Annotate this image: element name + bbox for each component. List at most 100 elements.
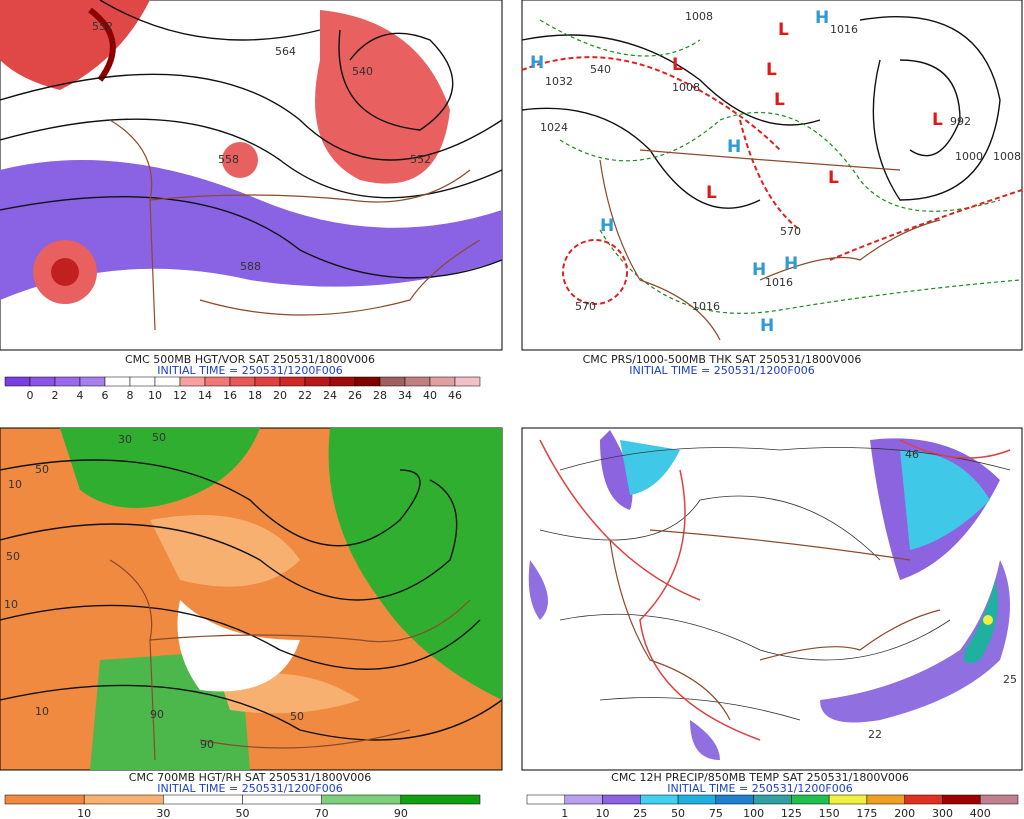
map-panel: 46 25 22 [521,427,1023,771]
map-caption: CMC 700MB HGT/RH SAT 250531/1800V006 [129,771,371,784]
colorbar-swatch [904,794,943,805]
colorbar-swatch [179,376,206,387]
vorticity-area [51,258,79,286]
colorbar-label: 20 [273,389,287,402]
colorbar-label: 12 [173,389,187,402]
colorbar-swatch [354,376,381,387]
colorbar-swatch [129,376,156,387]
high-label: H [815,8,829,28]
contour-label: 50 [290,710,304,723]
contour-label: 46 [905,448,919,461]
colorbar-swatch [866,794,905,805]
colorbar-label: 200 [894,807,915,819]
colorbar-label: 400 [970,807,991,819]
map-caption: CMC 500MB HGT/VOR SAT 250531/1800V006 [125,353,375,366]
humidity-area [60,428,502,700]
contour-label: 22 [868,728,882,741]
colorbar-label: 16 [223,389,237,402]
low-label: L [778,20,789,40]
map-caption: CMC PRS/1000-500MB THK SAT 250531/1800V0… [583,353,862,366]
colorbar-swatch [54,376,81,387]
colorbar-swatch [321,794,402,805]
thickness-contour [521,56,1023,261]
colorbar-swatch [404,376,431,387]
colorbar-label: 75 [709,807,723,819]
colorbar-label: 10 [77,807,91,819]
colorbar-label: 175 [856,807,877,819]
contour-label: 1024 [540,121,568,134]
contour-label: 1016 [830,23,858,36]
humidity-area [177,600,300,692]
colorbar-swatch [254,376,281,387]
high-label: H [784,254,798,274]
initial-time: INITIAL TIME = 250531/1200F006 [157,364,342,377]
coastline [609,529,941,721]
coastline [109,559,471,761]
contour-label: 10 [35,705,49,718]
colorbar-swatch [204,376,231,387]
colorbar-label: 24 [323,389,337,402]
colorbar-label: 30 [156,807,170,819]
low-label: L [828,168,839,188]
colorbar-swatch [429,376,456,387]
map-panel: 10 50 30 50 50 10 10 90 90 50 [0,427,503,771]
map-caption: CMC 12H PRECIP/850MB TEMP SAT 250531/180… [611,771,909,784]
colorbar-label: 150 [819,807,840,819]
contour-label: 570 [575,300,596,313]
colorbar-swatch [4,794,85,805]
initial-time: INITIAL TIME = 250531/1200F006 [629,364,814,377]
colorbar-label: 50 [671,807,685,819]
high-label: H [530,53,544,73]
high-label: H [752,260,766,280]
initial-time: INITIAL TIME = 250531/1200F006 [157,782,342,795]
contour-label: 1016 [765,276,793,289]
colorbar-label: 26 [348,389,362,402]
low-label: L [672,55,683,75]
colorbar-swatch [400,794,481,805]
colorbar-label: 1 [561,807,568,819]
colorbar-swatch [83,794,164,805]
colorbar-label: 18 [248,389,262,402]
vorticity-area [222,142,258,178]
colorbar-swatch [753,794,792,805]
colorbar-label: 70 [315,807,329,819]
colorbar-swatch [104,376,131,387]
colorbar-swatch [379,376,406,387]
contour-label: 1016 [692,300,720,313]
contour-label: 50 [152,431,166,444]
precip-area [600,430,1000,580]
colorbar-label: 10 [148,389,162,402]
height-contour [0,0,503,279]
colorbar-label: 8 [127,389,134,402]
colorbar-swatch [640,794,679,805]
colorbar-swatch [154,376,181,387]
contour-label: 552 [92,20,113,33]
vorticity-area [0,160,502,300]
contour-label: 90 [150,708,164,721]
contour-label: 1008 [993,150,1021,163]
height-contour [0,459,503,741]
colorbar-swatch [229,376,256,387]
colorbar-label: 10 [596,807,610,819]
contour-label: 10 [4,598,18,611]
initial-time: INITIAL TIME = 250531/1200F006 [667,782,852,795]
colorbar-label: 6 [102,389,109,402]
contour-label: 50 [35,463,49,476]
vorticity-area [0,0,150,90]
high-label: H [727,137,741,157]
colorbar-swatch [942,794,981,805]
colorbar-swatch [526,794,566,805]
contour-label: 1032 [545,75,573,88]
contour-label: 90 [200,738,214,751]
low-label: L [932,110,943,130]
colorbar-label: 125 [781,807,802,819]
colorbar-label: 25 [633,807,647,819]
colorbar-label: 46 [448,389,462,402]
colorbar-label: 2 [52,389,59,402]
high-label: H [760,316,774,336]
contour-label: 25 [1003,673,1017,686]
low-label: L [766,60,777,80]
colorbar-label: 34 [398,389,412,402]
coastline [599,149,941,341]
